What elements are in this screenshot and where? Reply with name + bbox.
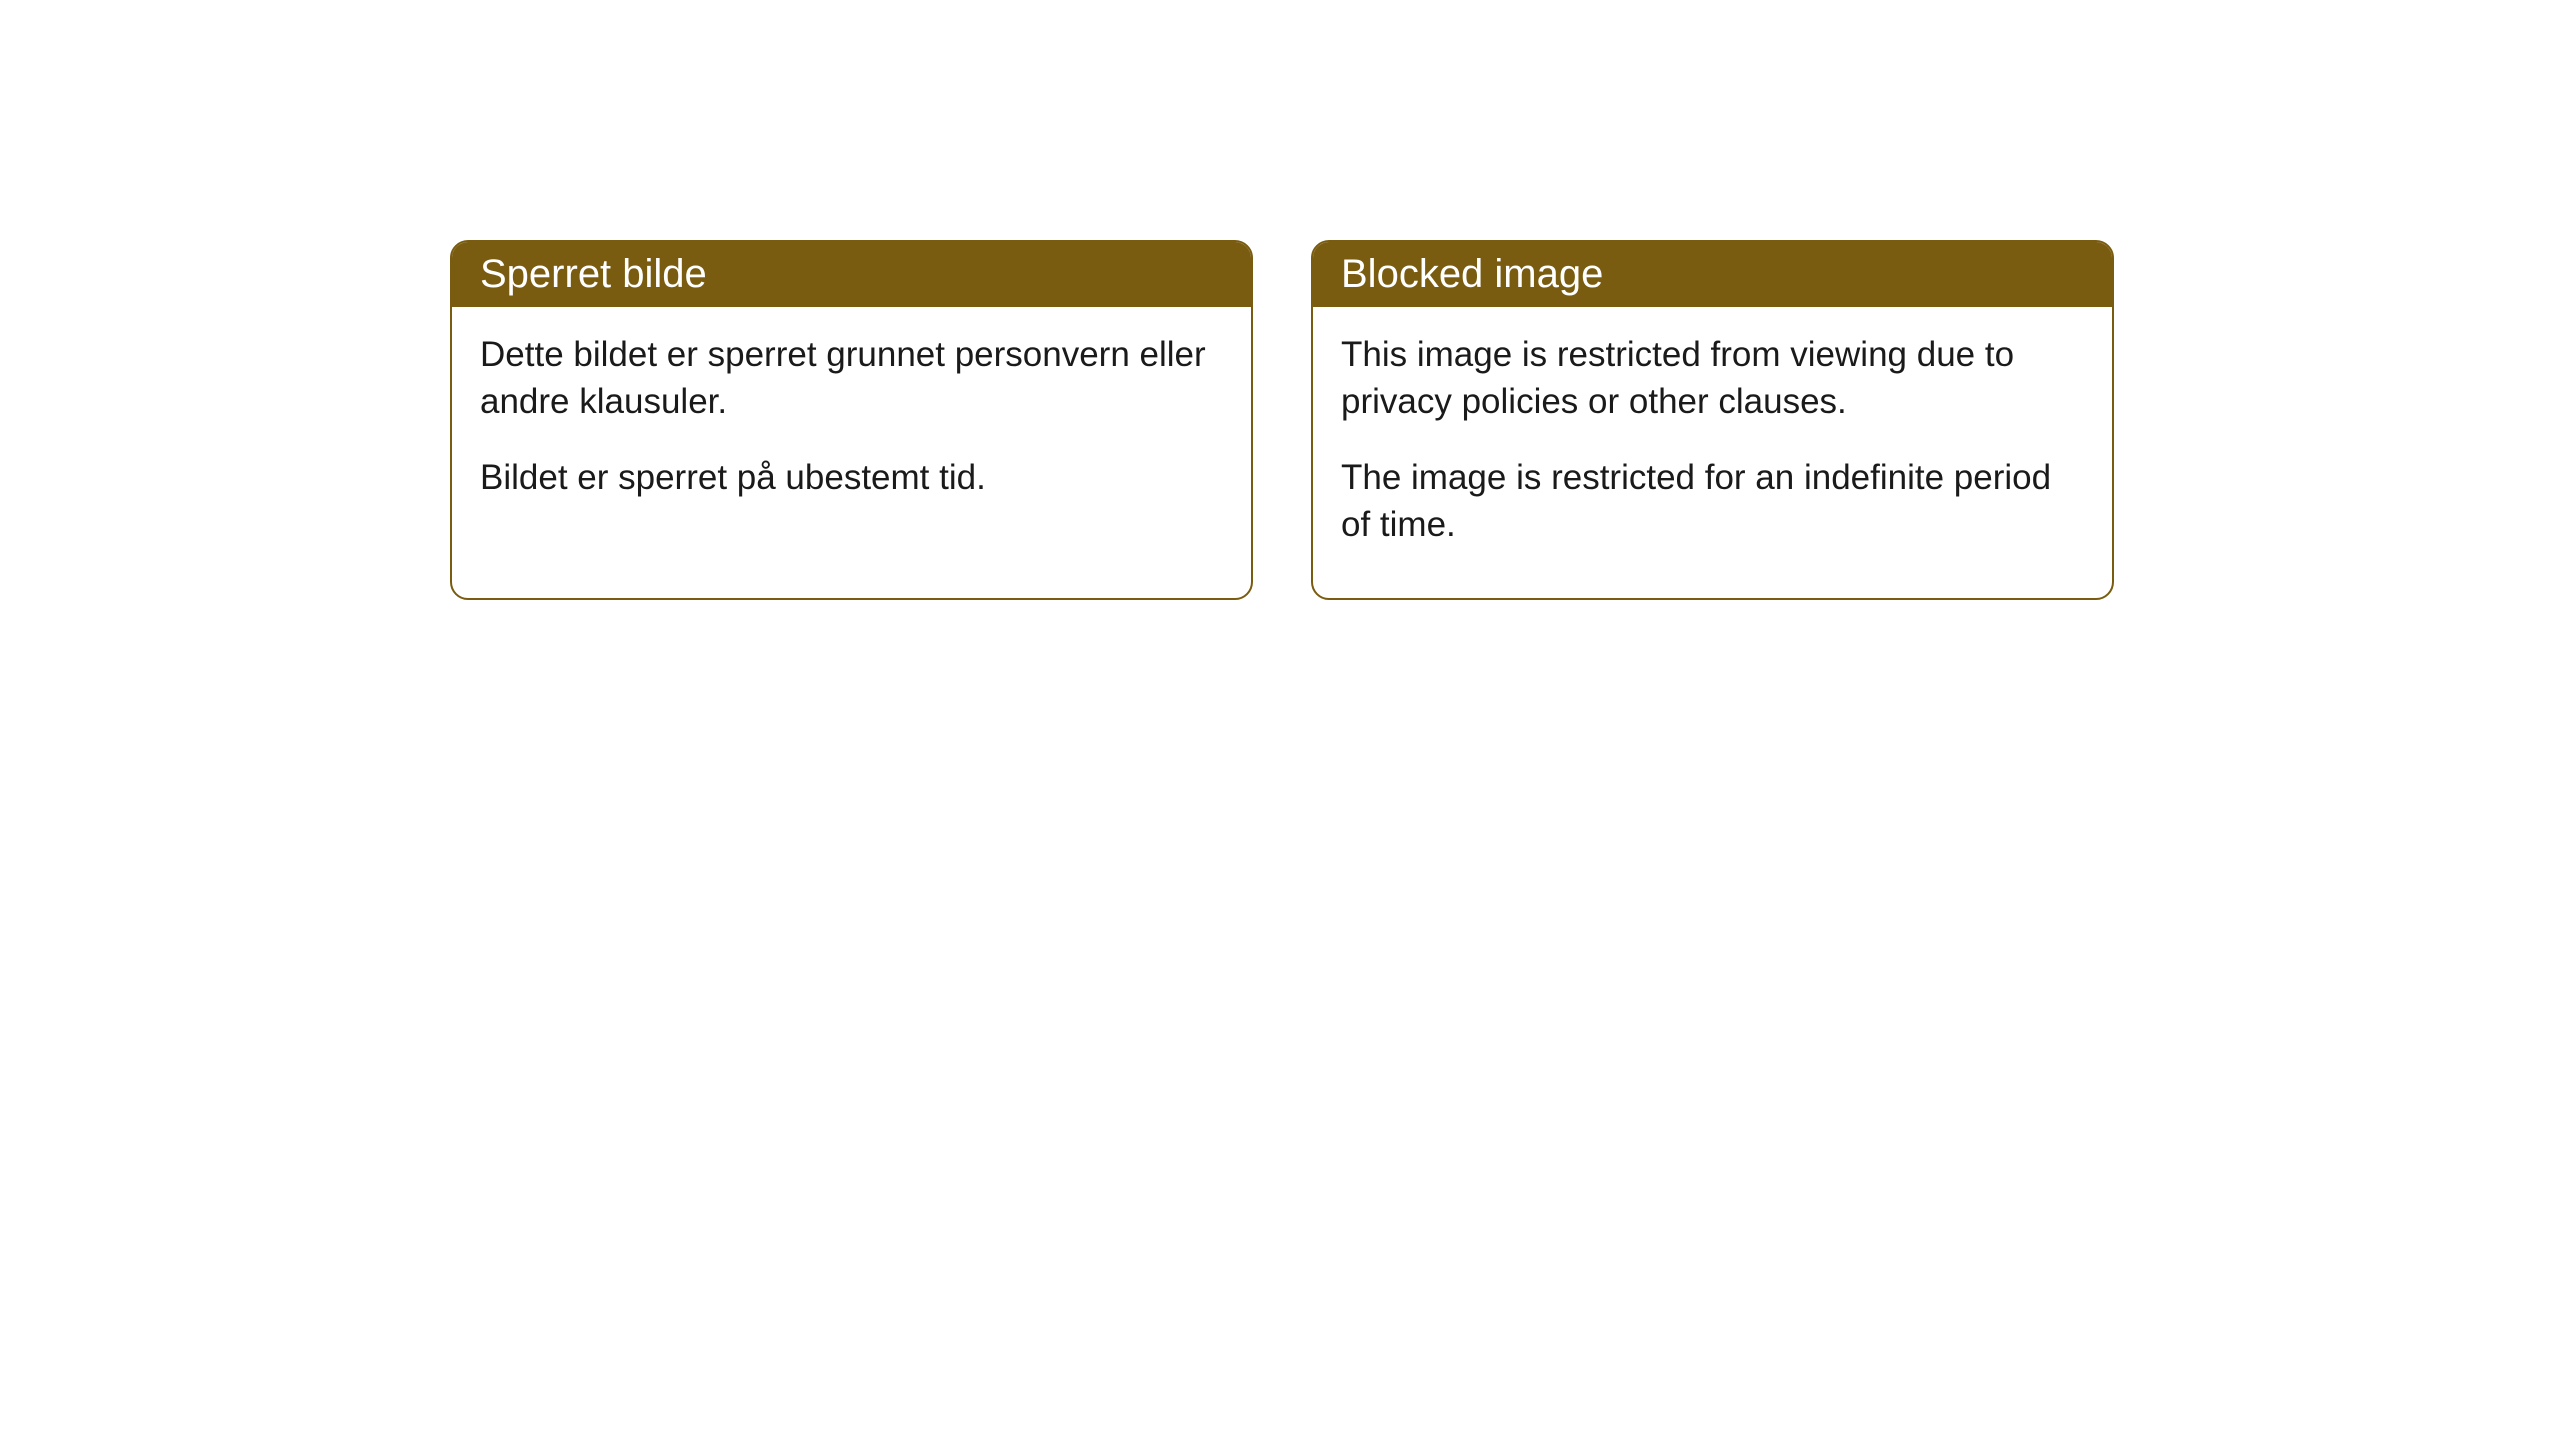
blocked-image-card-no: Sperret bilde Dette bildet er sperret gr…	[450, 240, 1253, 600]
card-text-en-2: The image is restricted for an indefinit…	[1341, 454, 2084, 549]
card-title-no: Sperret bilde	[480, 252, 707, 296]
card-text-no-1: Dette bildet er sperret grunnet personve…	[480, 331, 1223, 426]
card-header-no: Sperret bilde	[452, 242, 1251, 307]
card-text-en-1: This image is restricted from viewing du…	[1341, 331, 2084, 426]
card-body-no: Dette bildet er sperret grunnet personve…	[452, 307, 1251, 551]
card-body-en: This image is restricted from viewing du…	[1313, 307, 2112, 598]
card-text-no-2: Bildet er sperret på ubestemt tid.	[480, 454, 1223, 501]
blocked-image-card-en: Blocked image This image is restricted f…	[1311, 240, 2114, 600]
card-title-en: Blocked image	[1341, 252, 1603, 296]
notice-cards-container: Sperret bilde Dette bildet er sperret gr…	[450, 240, 2114, 600]
card-header-en: Blocked image	[1313, 242, 2112, 307]
